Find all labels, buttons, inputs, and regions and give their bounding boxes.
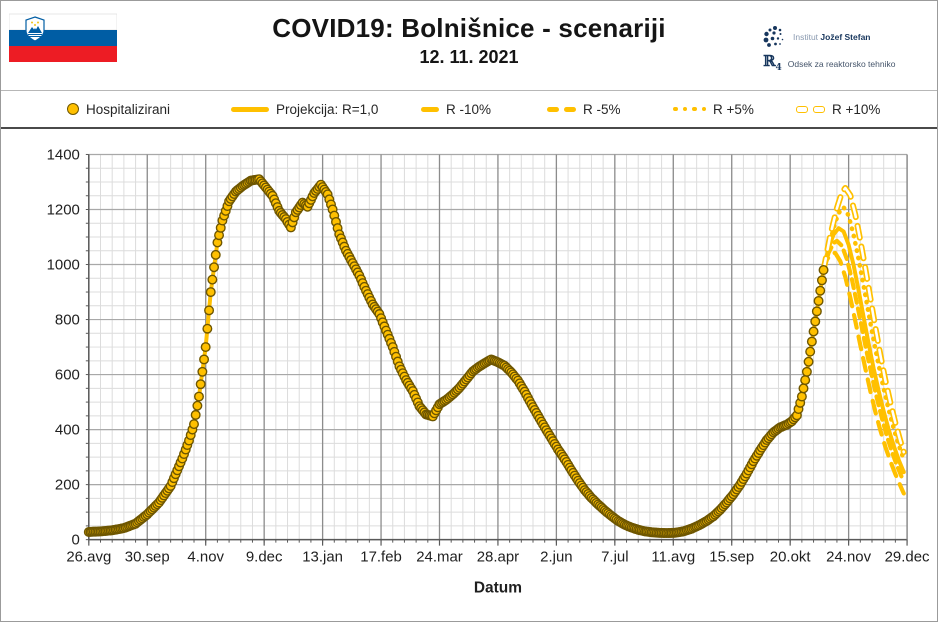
svg-text:17.feb: 17.feb (360, 549, 402, 566)
svg-text:7.jul: 7.jul (601, 549, 628, 566)
svg-text:Datum: Datum (474, 580, 522, 597)
long-dash-line-icon (421, 106, 439, 112)
svg-text:400: 400 (55, 422, 80, 439)
svg-text:20.okt: 20.okt (770, 549, 812, 566)
svg-text:30.sep: 30.sep (125, 549, 170, 566)
svg-text:15.sep: 15.sep (709, 549, 754, 566)
department-row: ℝ4 Odsek za reaktorsko tehniko (763, 54, 923, 73)
header: COVID19: Bolnišnice - scenariji 12. 11. … (1, 1, 937, 91)
svg-text:28.apr: 28.apr (477, 549, 519, 566)
x-axis-title: Datum (474, 580, 522, 597)
series-r+10 (820, 185, 907, 456)
svg-text:4.nov: 4.nov (187, 549, 224, 566)
slovenia-flag-icon (8, 13, 118, 63)
svg-text:24.mar: 24.mar (416, 549, 463, 566)
svg-text:0: 0 (72, 532, 80, 549)
x-axis-labels: 26.avg 30.sep 4.nov 9.dec 13.jan 17.feb 24.mar… (66, 549, 930, 566)
legend-label: R -10% (446, 101, 492, 117)
axes (85, 153, 908, 546)
svg-text:1200: 1200 (47, 201, 80, 218)
y-axis-labels: 0 200 400 600 800 1000 1200 1400 (47, 146, 80, 548)
dotted-line-icon (673, 106, 706, 112)
series-hospitalizirani-markers (83, 174, 829, 539)
ijs-logo: Institut Jožef Stefan ℝ4 Odsek za reakto… (763, 25, 923, 78)
legend-label: R -5% (583, 101, 621, 117)
department-name: Odsek za reaktorsko tehniko (787, 58, 896, 69)
circle-marker-icon (67, 103, 79, 115)
dash-line-icon (547, 106, 576, 112)
chart-legend: Hospitalizirani Projekcija: R=1,0 R -10%… (1, 91, 937, 129)
solid-line-icon (231, 106, 269, 112)
svg-text:1400: 1400 (47, 146, 80, 163)
svg-text:2.jun: 2.jun (540, 549, 572, 566)
institute-name: Institut Jožef Stefan (793, 32, 871, 42)
grid (88, 153, 908, 541)
svg-text:1000: 1000 (47, 257, 80, 274)
series-r+5 (821, 205, 907, 462)
series-r-5 (821, 238, 906, 484)
svg-text:600: 600 (55, 367, 80, 384)
ijs-dots-icon (763, 26, 784, 47)
legend-item-r-plus-10: R +10% (796, 91, 880, 127)
legend-label: Projekcija: R=1,0 (276, 101, 379, 117)
svg-text:200: 200 (55, 477, 80, 494)
chart-plot: 0 200 400 600 800 1000 1200 1400 26.avg 30.sep 4.n… (47, 146, 930, 597)
institute-row: Institut Jožef Stefan (763, 25, 923, 49)
legend-label: Hospitalizirani (86, 101, 171, 117)
title-block: COVID19: Bolnišnice - scenariji 12. 11. … (1, 13, 937, 68)
svg-text:29.dec: 29.dec (885, 549, 930, 566)
svg-text:13.jan: 13.jan (302, 549, 343, 566)
legend-label: R +10% (832, 101, 881, 117)
svg-text:11.avg: 11.avg (651, 549, 695, 566)
legend-item-r-minus-10: R -10% (421, 91, 491, 127)
svg-text:800: 800 (55, 312, 80, 329)
legend-label: R +5% (713, 101, 754, 117)
legend-item-r-plus-5: R +5% (673, 91, 754, 127)
hollow-dash-line-icon (796, 105, 825, 113)
legend-item-projekcija: Projekcija: R=1,0 (231, 91, 378, 127)
series-r-10 (821, 250, 906, 496)
legend-item-hospitalizirani: Hospitalizirani (67, 91, 170, 127)
report-date: 12. 11. 2021 (419, 47, 519, 67)
svg-text:24.nov: 24.nov (826, 549, 871, 566)
chart-area: 0 200 400 600 800 1000 1200 1400 26.avg 30.sep 4.n… (1, 129, 937, 624)
r4-mark-icon: ℝ4 (763, 52, 782, 73)
page-title: COVID19: Bolnišnice - scenariji (272, 13, 666, 43)
svg-text:9.dec: 9.dec (246, 549, 283, 566)
legend-item-r-minus-5: R -5% (547, 91, 621, 127)
svg-text:26.avg: 26.avg (66, 549, 111, 566)
